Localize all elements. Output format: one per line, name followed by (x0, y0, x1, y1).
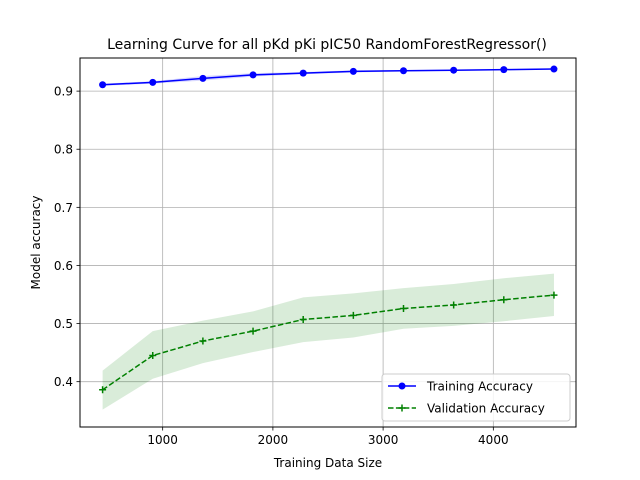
y-axis-label: Model accuracy (29, 196, 43, 290)
legend: Training Accuracy Validation Accuracy (381, 373, 571, 422)
training-confidence-band (102, 68, 554, 86)
validation-data-point (450, 301, 458, 309)
legend-validation-marker (398, 404, 406, 412)
x-tick-label: 4000 (478, 433, 509, 447)
validation-data-point (249, 327, 257, 335)
y-axis-ticks: 0.4 0.5 0.6 0.7 0.8 0.9 (54, 85, 80, 389)
validation-data-point (299, 315, 307, 323)
validation-data-point (500, 296, 508, 304)
validation-data-point (149, 352, 157, 360)
legend-validation-label: Validation Accuracy (427, 402, 545, 416)
validation-series-line (102, 294, 555, 391)
grid-lines (80, 58, 576, 427)
series-markers (99, 65, 558, 394)
training-data-point (400, 67, 408, 75)
plot-area-frame (79, 57, 577, 428)
training-data-point (299, 69, 307, 77)
validation-data-point (99, 386, 107, 394)
legend-training-marker (398, 382, 406, 390)
y-tick-label: 0.5 (54, 317, 73, 331)
training-series-line (102, 68, 554, 86)
validation-data-point (550, 291, 558, 299)
x-tick-label: 2000 (258, 433, 289, 447)
x-tick-label: 3000 (368, 433, 399, 447)
validation-data-point (400, 304, 408, 312)
training-data-point (149, 78, 157, 86)
training-data-point (99, 81, 107, 89)
training-data-point (500, 66, 508, 74)
series-lines (102, 68, 555, 391)
legend-training-label: Training Accuracy (426, 380, 533, 394)
validation-confidence-band (102, 273, 554, 410)
legend-box (381, 373, 571, 422)
x-axis-label: Training Data Size (273, 456, 382, 470)
y-tick-label: 0.8 (54, 143, 73, 157)
validation-data-point (199, 337, 207, 345)
training-data-point (550, 65, 558, 73)
x-axis-ticks: 1000 2000 3000 4000 (147, 427, 509, 447)
chart-title: Learning Curve for all pKd pKi pIC50 Ran… (107, 37, 547, 53)
validation-data-point (349, 311, 357, 319)
x-tick-label: 1000 (147, 433, 178, 447)
confidence-bands (102, 68, 554, 410)
y-tick-label: 0.7 (54, 201, 73, 215)
y-tick-label: 0.6 (54, 259, 73, 273)
training-data-point (349, 67, 357, 75)
y-tick-label: 0.4 (54, 375, 73, 389)
training-data-point (249, 71, 257, 79)
y-tick-label: 0.9 (54, 85, 73, 99)
training-data-point (450, 66, 458, 74)
training-data-point (199, 74, 207, 82)
